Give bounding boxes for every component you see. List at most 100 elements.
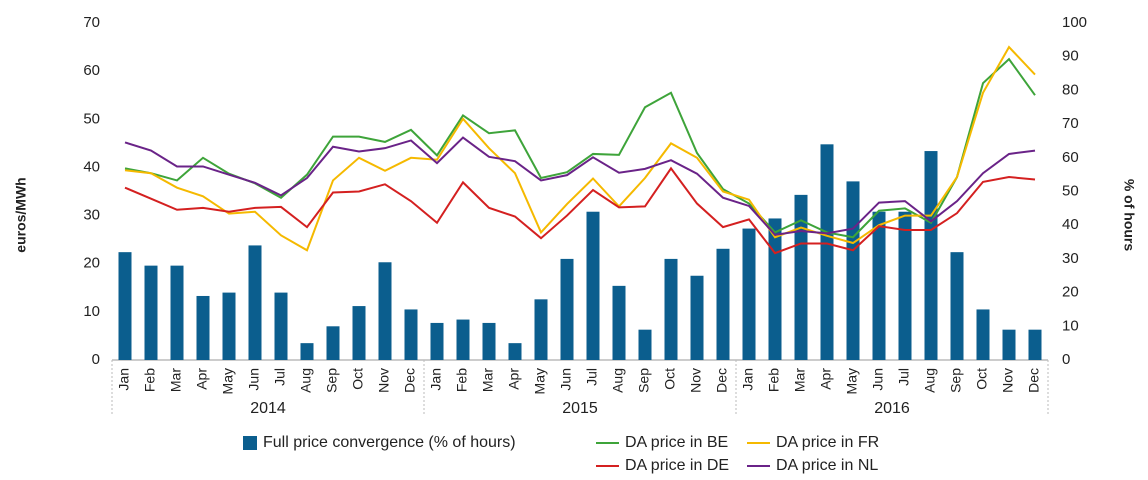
y2-tick-label: 100	[1062, 14, 1087, 31]
bar	[274, 292, 288, 360]
x-tick-label: Jan	[116, 368, 132, 391]
bar	[482, 322, 496, 360]
bar	[404, 309, 418, 360]
y2-tick-label: 0	[1062, 351, 1070, 368]
bar	[144, 265, 158, 360]
line	[124, 45, 1036, 252]
x-tick-label: Jul	[272, 368, 288, 386]
y2-tick-label: 60	[1062, 149, 1079, 166]
x-tick-label: Nov	[376, 368, 392, 393]
legend-label: DA price in BE	[625, 434, 728, 451]
bar	[300, 343, 314, 360]
y2-tick-label: 40	[1062, 216, 1079, 233]
bar	[950, 252, 964, 360]
y2-tick-label: 30	[1062, 250, 1079, 267]
bar	[794, 194, 808, 360]
bar	[534, 299, 548, 360]
y2-tick-label: 50	[1062, 182, 1079, 199]
legend-label: DA price in DE	[625, 457, 729, 474]
bar	[196, 295, 210, 360]
bar	[768, 218, 782, 360]
x-tick-label: Feb	[766, 368, 782, 392]
bar	[352, 306, 366, 360]
bar	[326, 326, 340, 360]
legend-label: Full price convergence (% of hours)	[263, 434, 516, 451]
x-tick-label: Jan	[428, 368, 444, 391]
legend-label: DA price in FR	[776, 434, 879, 451]
bar	[716, 248, 730, 360]
x-tick-label: Feb	[454, 368, 470, 392]
y2-tick-label: 90	[1062, 48, 1079, 65]
y2-tick-label: 80	[1062, 81, 1079, 98]
x-tick-label: Oct	[662, 368, 678, 390]
group-label: 2015	[562, 400, 598, 417]
line	[124, 136, 1036, 236]
x-tick-label: Nov	[688, 368, 704, 393]
x-tick-label: Mar	[480, 368, 496, 392]
y-tick-label: 0	[92, 351, 100, 368]
bar	[872, 211, 886, 360]
y-tick-label: 10	[83, 303, 100, 320]
y2-tick-label: 70	[1062, 115, 1079, 132]
bar	[222, 292, 236, 360]
legend-label: DA price in NL	[776, 457, 878, 474]
bar	[976, 309, 990, 360]
y-tick-label: 70	[83, 14, 100, 31]
bar	[820, 144, 834, 360]
x-tick-label: Jun	[558, 368, 574, 391]
line	[124, 166, 1036, 255]
bar	[248, 245, 262, 360]
bar	[924, 151, 938, 360]
bar	[430, 322, 444, 360]
x-tick-label: Sep	[324, 368, 340, 393]
x-tick-label: Apr	[506, 368, 522, 390]
y2-tick-label: 20	[1062, 284, 1079, 301]
x-tick-label: Sep	[948, 368, 964, 393]
x-tick-label: Dec	[714, 368, 730, 393]
y-tick-label: 60	[83, 62, 100, 79]
x-tick-label: Feb	[142, 368, 158, 392]
y2-tick-label: 10	[1062, 317, 1079, 334]
bar	[664, 258, 678, 360]
x-tick-label: Jun	[246, 368, 262, 391]
x-tick-label: Jul	[896, 368, 912, 386]
x-tick-label: Apr	[818, 368, 834, 390]
group-label: 2014	[250, 400, 286, 417]
y-tick-label: 30	[83, 207, 100, 224]
line	[124, 57, 1036, 239]
bar	[118, 252, 132, 360]
bar	[378, 262, 392, 360]
bar	[612, 285, 626, 360]
x-tick-label: May	[220, 368, 236, 394]
bar	[638, 329, 652, 360]
x-tick-label: Apr	[194, 368, 210, 390]
bar	[586, 211, 600, 360]
x-tick-label: Jul	[584, 368, 600, 386]
bar	[742, 228, 756, 360]
bar	[1028, 329, 1042, 360]
x-tick-label: Aug	[298, 368, 314, 393]
x-tick-label: Dec	[402, 368, 418, 393]
x-tick-label: Oct	[974, 368, 990, 390]
x-tick-label: Nov	[1000, 368, 1016, 393]
x-tick-label: Mar	[168, 368, 184, 392]
bar	[690, 275, 704, 360]
bar	[1002, 329, 1016, 360]
x-tick-label: May	[532, 368, 548, 394]
x-tick-label: Aug	[922, 368, 938, 393]
y2-axis-title: % of hours	[1121, 179, 1137, 252]
x-tick-label: May	[844, 368, 860, 394]
legend-swatch	[243, 436, 257, 450]
y-axis-title: euros/MWh	[13, 177, 29, 252]
group-label: 2016	[874, 400, 910, 417]
bar	[846, 181, 860, 360]
x-tick-label: Oct	[350, 368, 366, 390]
x-tick-label: Jan	[740, 368, 756, 391]
bar	[898, 211, 912, 360]
y-tick-label: 50	[83, 110, 100, 127]
x-tick-label: Dec	[1026, 368, 1042, 393]
bar	[456, 319, 470, 360]
x-tick-label: Sep	[636, 368, 652, 393]
y-tick-label: 20	[83, 255, 100, 272]
